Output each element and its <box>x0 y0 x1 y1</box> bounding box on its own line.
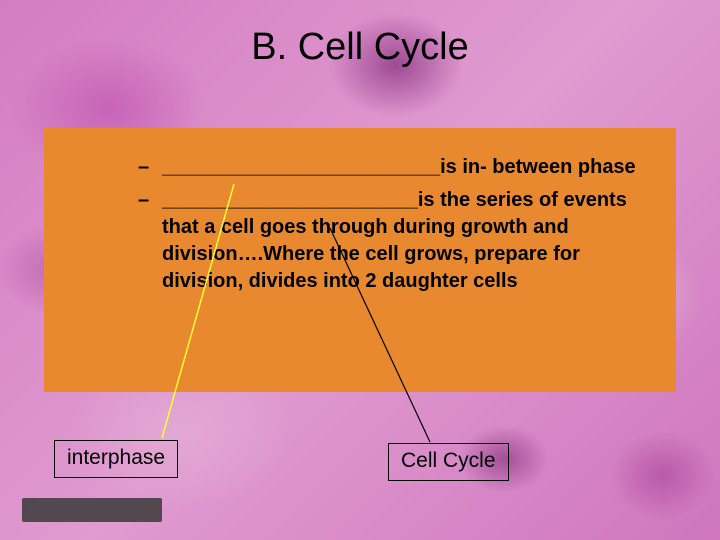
answer-box-cell-cycle: Cell Cycle <box>388 443 509 481</box>
bullet-item: – _________________________is in- betwee… <box>138 154 654 181</box>
bullet-dash: – <box>138 187 162 295</box>
answer-box-interphase: interphase <box>54 440 178 478</box>
scale-bar <box>22 498 162 522</box>
bullet-text: _______________________is the series of … <box>162 187 654 295</box>
bullet-item: – _______________________is the series o… <box>138 187 654 295</box>
content-box: – _________________________is in- betwee… <box>44 128 676 392</box>
bullet-dash: – <box>138 154 162 181</box>
bullet-text: _________________________is in- between … <box>162 154 654 181</box>
slide-title: B. Cell Cycle <box>0 26 720 69</box>
